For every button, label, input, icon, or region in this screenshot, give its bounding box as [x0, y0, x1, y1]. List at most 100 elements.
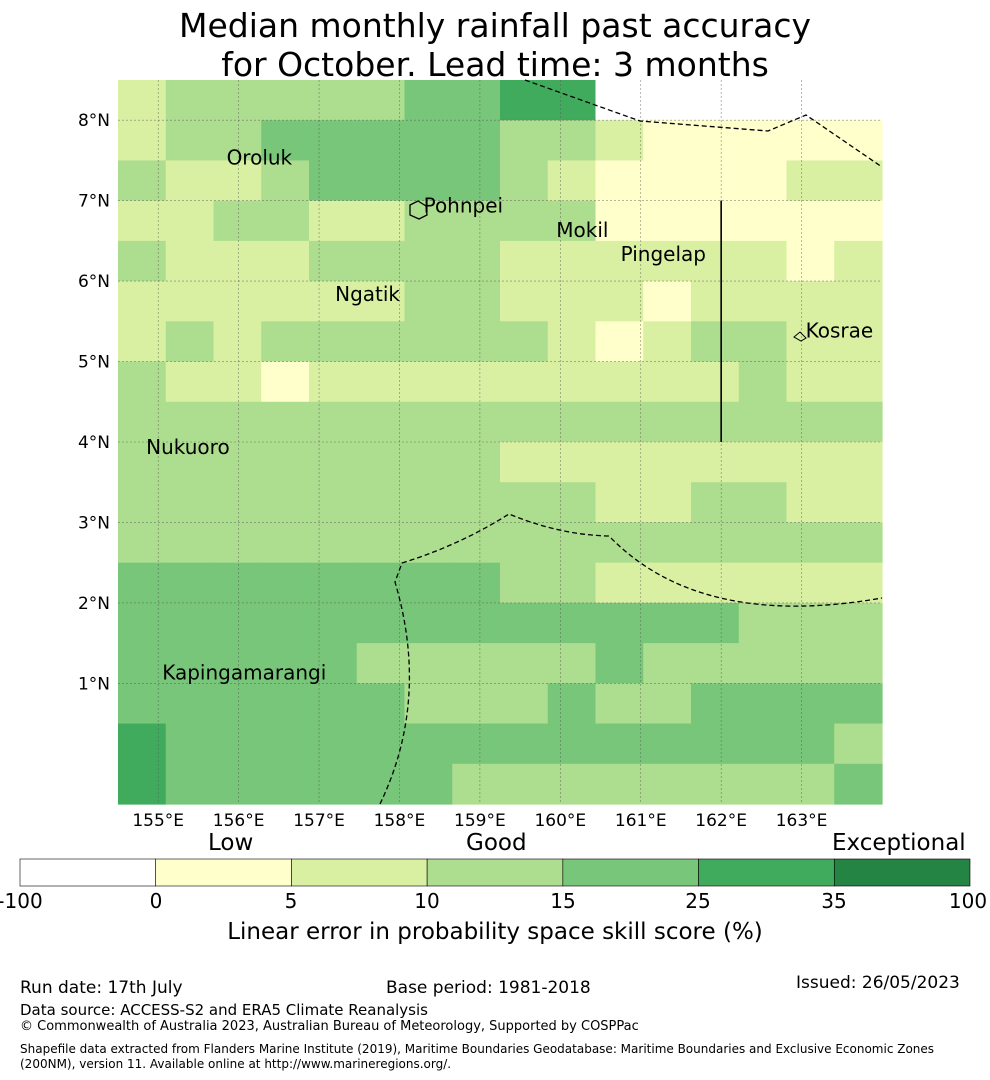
grid-cell	[356, 763, 406, 805]
colorbar-swatch	[698, 858, 835, 887]
grid-cell	[595, 401, 644, 443]
grid-cell	[595, 763, 644, 805]
skill-score-map: Oroluk Pohnpei Mokil Pingelap Ngatik Kosrae Nu…	[78, 79, 883, 831]
grid-cell	[786, 482, 835, 524]
grid-cell	[691, 200, 740, 242]
grid-cell	[452, 602, 501, 644]
grid-cell	[213, 763, 262, 805]
grid-cell	[834, 683, 883, 725]
shapefile-credit: Shapefile data extracted from Flanders M…	[20, 1042, 935, 1071]
grid-cell	[213, 200, 262, 242]
grid-cell	[595, 643, 644, 684]
grid-cell	[261, 240, 310, 282]
grid-cell	[404, 361, 453, 403]
grid-cell	[356, 160, 406, 202]
grid-cell	[309, 602, 358, 644]
grid-cell	[595, 80, 644, 121]
grid-cell	[547, 602, 597, 644]
grid-cell	[643, 602, 692, 644]
grid-cell	[118, 602, 167, 644]
grid-cell	[643, 522, 692, 564]
grid-cell	[547, 763, 597, 805]
grid-cell	[500, 763, 549, 805]
grid-cell	[452, 643, 501, 684]
grid-cell	[643, 482, 692, 524]
grid-cell	[595, 522, 644, 564]
eez-boundary-south	[379, 513, 883, 805]
grid-cell	[500, 281, 549, 322]
grid-cell	[738, 160, 788, 202]
colorbar-swatch	[19, 858, 157, 887]
pohnpei-island-outline	[409, 200, 428, 220]
grid-cell	[691, 482, 740, 524]
grid-cell	[595, 361, 644, 403]
grid-cell	[834, 240, 883, 282]
grid-cell	[786, 683, 835, 725]
grid-cell	[738, 240, 788, 282]
grid-cell	[643, 120, 692, 162]
grid-cell	[595, 200, 644, 242]
grid-cell	[213, 361, 262, 403]
grid-cell	[834, 321, 883, 363]
latitude-label: 2°N	[78, 594, 110, 614]
grid-cell	[738, 200, 788, 242]
grid-cell	[500, 321, 549, 363]
grid-cell	[165, 281, 215, 322]
grid-cell	[786, 361, 835, 403]
grid-cell	[595, 120, 644, 162]
grid-cell	[213, 482, 262, 524]
longitude-label: 161°E	[615, 811, 667, 831]
grid-cell	[165, 120, 215, 162]
grid-cell	[404, 683, 453, 725]
grid-cell	[356, 723, 406, 765]
grid-cell	[356, 602, 406, 644]
base-period: Base period: 1981-2018	[386, 978, 591, 998]
data-source: Data source: ACCESS-S2 and ERA5 Climate …	[20, 1001, 428, 1019]
grid-cell	[834, 160, 883, 202]
grid-cell	[213, 602, 262, 644]
grid-cell	[643, 321, 692, 363]
grid-cell	[165, 602, 215, 644]
eez-boundary-north	[524, 79, 883, 168]
grid-cell	[738, 442, 788, 483]
grid-cell	[691, 602, 740, 644]
grid-cell	[118, 763, 167, 805]
grid-cell	[834, 562, 883, 604]
grid-cell	[261, 562, 310, 604]
grid-cell	[691, 442, 740, 483]
longitude-label: 162°E	[695, 811, 747, 831]
grid-cell	[404, 482, 453, 524]
grid-cell	[547, 120, 597, 162]
issued-date: Issued: 26/05/2023	[796, 973, 960, 993]
grid-cell	[643, 763, 692, 805]
grid-cell	[165, 401, 215, 443]
grid-cell	[691, 522, 740, 564]
grid-cell	[738, 281, 788, 322]
place-label: Pingelap	[621, 242, 706, 266]
grid-cell	[643, 160, 692, 202]
grid-cell	[691, 160, 740, 202]
grid-cell	[547, 562, 597, 604]
grid-cell	[738, 683, 788, 725]
grid-cell	[547, 200, 597, 242]
grid-cell	[309, 281, 358, 322]
latitude-label: 1°N	[78, 674, 110, 694]
grid-cell	[738, 723, 788, 765]
grid-cell	[165, 482, 215, 524]
grid-cell	[356, 321, 406, 363]
grid-cell	[213, 643, 262, 684]
grid-cell	[643, 643, 692, 684]
grid-cell	[356, 643, 406, 684]
grid-cell	[738, 120, 788, 162]
longitude-label: 160°E	[534, 811, 586, 831]
grid-cell	[261, 120, 310, 162]
longitude-label: 159°E	[454, 811, 506, 831]
grid-cell	[834, 200, 883, 242]
grid-cell	[786, 522, 835, 564]
grid-cell	[786, 763, 835, 805]
latitude-label: 3°N	[78, 513, 110, 533]
grid-cell	[691, 401, 740, 443]
grid-cell	[261, 80, 310, 121]
grid-cell	[118, 723, 167, 765]
grid-cell	[404, 763, 453, 805]
